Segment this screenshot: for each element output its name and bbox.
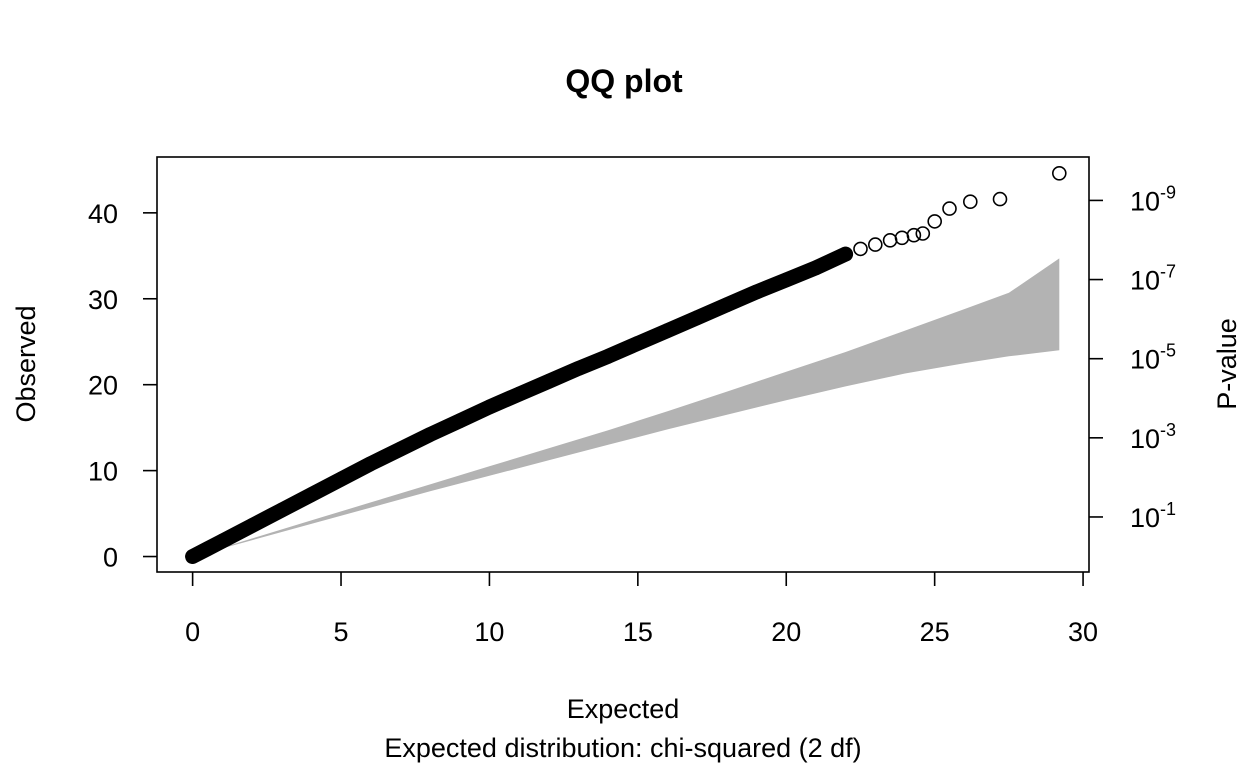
data-point (853, 241, 868, 257)
plot-area (185, 166, 1067, 564)
y2-tick-label: 10-9 (1130, 182, 1176, 216)
x-tick-label: 15 (623, 617, 653, 647)
y2-axis: 10-1 10-3 10-5 10-7 10-9 (1089, 182, 1176, 533)
y2-tick-label: 10-5 (1130, 341, 1176, 375)
y2-axis-label: P-value (1212, 318, 1242, 410)
x-tick-label: 30 (1068, 617, 1098, 647)
data-point (1052, 166, 1067, 181)
data-point (882, 233, 898, 248)
y-tick-label: 20 (88, 371, 118, 401)
y-tick-label: 10 (88, 457, 118, 487)
chart-title: QQ plot (565, 63, 683, 99)
points-layer (185, 166, 1067, 564)
plot-frame (156, 156, 1090, 573)
data-point (942, 201, 957, 216)
y-tick-label: 30 (88, 285, 118, 315)
y2-tick-label: 10-1 (1130, 499, 1176, 533)
x-axis: 0 5 10 15 20 25 30 (185, 572, 1098, 647)
data-point (927, 214, 943, 229)
x-tick-label: 25 (920, 617, 950, 647)
x-axis-subtitle: Expected distribution: chi-squared (2 df… (384, 733, 861, 763)
confidence-band (192, 258, 1060, 557)
data-point (915, 226, 931, 241)
x-tick-label: 0 (185, 617, 200, 647)
y-axis: 0 10 20 30 40 (88, 199, 157, 573)
y2-tick-label: 10-7 (1130, 262, 1176, 296)
data-point (962, 194, 978, 209)
data-point (992, 191, 1008, 207)
y-axis-label: Observed (11, 305, 41, 422)
x-tick-label: 10 (474, 617, 504, 647)
y-tick-label: 0 (103, 543, 118, 573)
dense-points-mass (185, 246, 854, 564)
x-tick-label: 20 (771, 617, 801, 647)
x-axis-label: Expected (567, 694, 680, 724)
y2-tick-label: 10-3 (1130, 420, 1176, 454)
y-tick-label: 40 (88, 199, 118, 229)
data-point (867, 237, 883, 252)
data-point (906, 227, 922, 243)
x-tick-label: 5 (334, 617, 349, 647)
data-point (894, 230, 910, 246)
